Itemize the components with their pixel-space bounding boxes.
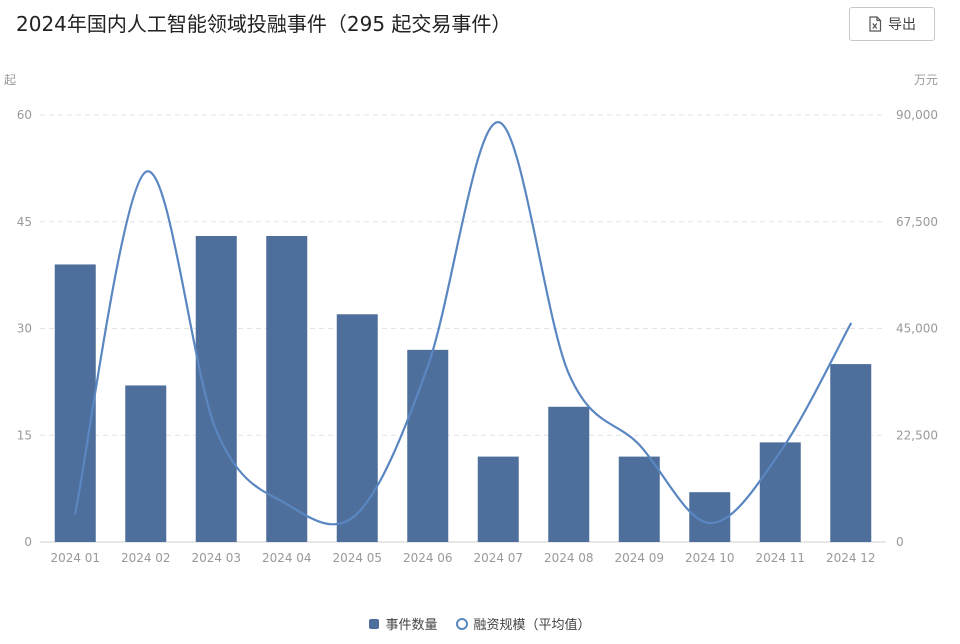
x-tick-label: 2024 03 xyxy=(191,551,241,565)
x-tick-label: 2024 12 xyxy=(826,551,876,565)
x-tick-label: 2024 02 xyxy=(121,551,171,565)
bar xyxy=(830,364,872,542)
bar xyxy=(336,314,378,542)
export-label: 导出 xyxy=(888,17,916,33)
bar xyxy=(407,349,449,542)
bar xyxy=(548,406,590,542)
y-right-unit-label: 万元 xyxy=(914,73,938,87)
y-right-tick-label: 0 xyxy=(896,535,904,549)
y-right-tick-label: 22,500 xyxy=(896,428,938,442)
y-left-tick-label: 30 xyxy=(17,322,32,336)
legend-bar-marker xyxy=(369,618,380,629)
bar xyxy=(618,456,660,542)
legend-item-bar[interactable]: 事件数量 xyxy=(369,614,438,633)
x-tick-label: 2024 01 xyxy=(50,551,100,565)
y-left-unit-label: 起 xyxy=(4,73,16,87)
legend-item-line[interactable]: 融资规模（平均值） xyxy=(455,614,591,633)
x-tick-label: 2024 08 xyxy=(544,551,594,565)
bar xyxy=(125,385,167,542)
chart-title: 2024年国内人工智能领域投融事件（295 起交易事件） xyxy=(16,12,512,36)
y-left-tick-label: 45 xyxy=(17,215,32,229)
y-left-tick-label: 60 xyxy=(17,108,32,122)
excel-icon xyxy=(869,16,882,32)
x-tick-label: 2024 07 xyxy=(473,551,523,565)
bar xyxy=(195,235,237,542)
line-series-path xyxy=(74,121,852,526)
legend-line-label: 融资规模（平均值） xyxy=(473,618,591,633)
y-right-tick-label: 45,000 xyxy=(896,322,938,336)
x-tick-label: 2024 10 xyxy=(685,551,735,565)
legend-bar-label: 事件数量 xyxy=(385,618,438,633)
x-tick-label: 2024 06 xyxy=(403,551,453,565)
export-button[interactable]: 导出 xyxy=(849,7,935,41)
legend-line-marker xyxy=(455,617,468,630)
bar xyxy=(759,442,801,542)
x-tick-label: 2024 11 xyxy=(755,551,805,565)
bar xyxy=(54,264,96,542)
x-tick-label: 2024 09 xyxy=(614,551,664,565)
bar xyxy=(266,235,308,542)
chart-legend: 事件数量 融资规模（平均值） xyxy=(0,614,960,633)
y-left-tick-label: 15 xyxy=(17,428,32,442)
x-tick-label: 2024 04 xyxy=(262,551,312,565)
bar xyxy=(477,456,519,542)
x-tick-label: 2024 05 xyxy=(332,551,382,565)
y-right-tick-label: 67,500 xyxy=(896,215,938,229)
y-left-tick-label: 0 xyxy=(24,535,32,549)
combo-chart: 起 万元 0 0 15 22,500 30 45,000 45 67,500 60 90,000 202… xyxy=(4,73,938,565)
y-right-tick-label: 90,000 xyxy=(896,108,938,122)
